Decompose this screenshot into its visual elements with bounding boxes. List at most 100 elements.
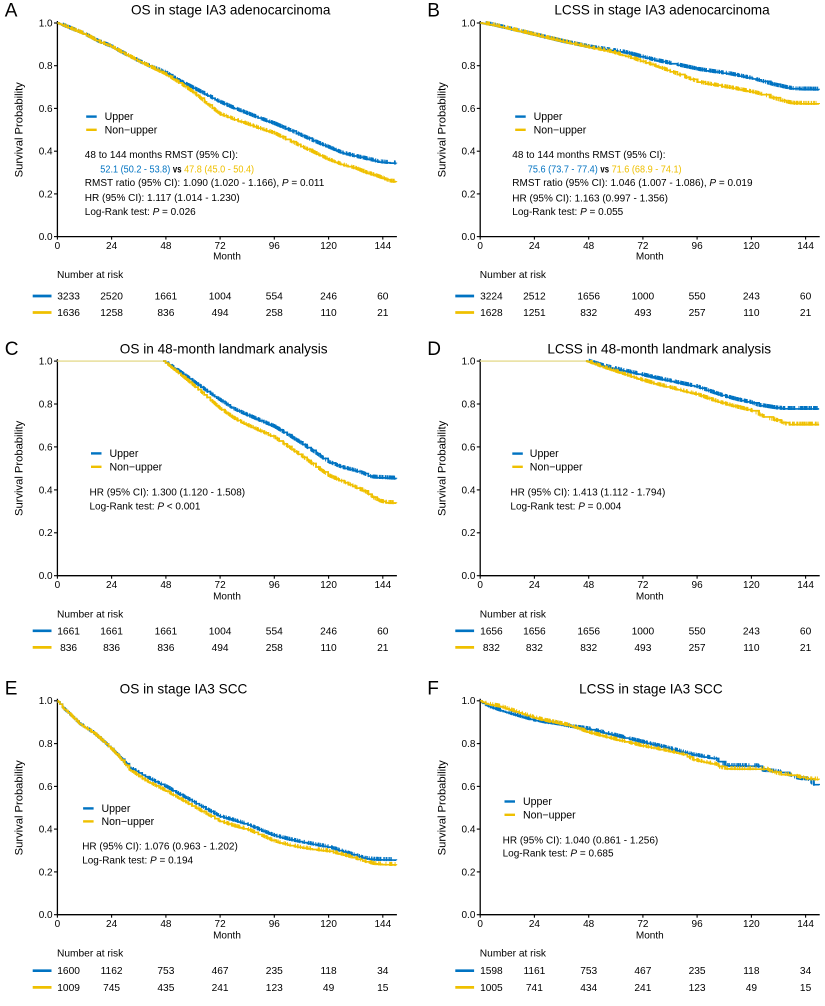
svg-text:1636: 1636	[57, 308, 80, 319]
svg-text:Month: Month	[636, 931, 664, 942]
svg-text:Survival Probability: Survival Probability	[436, 420, 448, 516]
svg-text:96: 96	[269, 580, 281, 591]
svg-text:Number at risk: Number at risk	[480, 270, 547, 281]
svg-text:HR (95% CI): 1.040 (0.861 - 1.: HR (95% CI): 1.040 (0.861 - 1.256)	[503, 836, 659, 847]
svg-text:0.4: 0.4	[461, 825, 475, 836]
svg-text:Upper: Upper	[102, 803, 131, 815]
svg-text:0.4: 0.4	[39, 485, 53, 496]
svg-text:0: 0	[477, 580, 483, 591]
svg-text:241: 241	[212, 983, 229, 994]
svg-text:0: 0	[55, 241, 61, 252]
svg-text:Non−upper: Non−upper	[534, 124, 587, 136]
svg-text:434: 434	[580, 983, 597, 994]
svg-text:832: 832	[580, 308, 597, 319]
svg-text:96: 96	[692, 580, 704, 591]
svg-text:48: 48	[160, 580, 172, 591]
svg-text:494: 494	[212, 308, 229, 319]
svg-text:753: 753	[157, 966, 174, 977]
svg-text:120: 120	[743, 919, 760, 930]
svg-text:435: 435	[157, 983, 174, 994]
svg-text:HR (95% CI): 1.413 (1.112 - 1.: HR (95% CI): 1.413 (1.112 - 1.794)	[510, 487, 665, 498]
svg-text:34: 34	[377, 966, 389, 977]
svg-text:72: 72	[637, 919, 649, 930]
svg-text:60: 60	[800, 626, 812, 637]
svg-text:0: 0	[55, 919, 61, 930]
svg-text:0.6: 0.6	[39, 442, 53, 453]
svg-text:257: 257	[689, 308, 706, 319]
svg-text:1656: 1656	[480, 626, 503, 637]
svg-text:49: 49	[323, 983, 335, 994]
svg-text:34: 34	[800, 966, 812, 977]
svg-text:0.8: 0.8	[461, 61, 475, 72]
svg-text:0.8: 0.8	[39, 399, 53, 410]
svg-text:15: 15	[377, 983, 389, 994]
svg-text:0.0: 0.0	[461, 910, 475, 921]
svg-text:Month: Month	[213, 252, 241, 263]
svg-text:72: 72	[637, 580, 649, 591]
svg-text:Survival Probability: Survival Probability	[14, 82, 26, 178]
svg-text:96: 96	[692, 919, 704, 930]
svg-text:0.2: 0.2	[461, 528, 475, 539]
svg-text:HR (95% CI): 1.076 (0.963 - 1.: HR (95% CI): 1.076 (0.963 - 1.202)	[82, 842, 238, 853]
svg-text:1258: 1258	[100, 308, 123, 319]
svg-text:1656: 1656	[523, 626, 546, 637]
svg-text:Survival Probability: Survival Probability	[14, 420, 26, 516]
svg-text:15: 15	[800, 983, 812, 994]
svg-text:1162: 1162	[101, 966, 123, 977]
svg-text:123: 123	[266, 983, 283, 994]
svg-text:1628: 1628	[480, 308, 503, 319]
svg-text:493: 493	[634, 643, 651, 654]
svg-text:144: 144	[374, 580, 391, 591]
svg-text:0: 0	[477, 919, 483, 930]
svg-text:OS in stage IA3 adenocarcinoma: OS in stage IA3 adenocarcinoma	[131, 3, 331, 18]
svg-text:110: 110	[320, 308, 337, 319]
svg-text:1661: 1661	[100, 626, 123, 637]
svg-text:48: 48	[160, 241, 172, 252]
svg-text:Upper: Upper	[523, 796, 552, 808]
svg-text:1251: 1251	[523, 308, 546, 319]
svg-text:1661: 1661	[155, 626, 178, 637]
svg-text:0.2: 0.2	[39, 528, 53, 539]
svg-text:0.0: 0.0	[461, 232, 475, 243]
svg-text:0.6: 0.6	[461, 782, 475, 793]
svg-text:1.0: 1.0	[39, 357, 53, 368]
svg-text:0.8: 0.8	[39, 739, 53, 750]
svg-text:0.2: 0.2	[461, 867, 475, 878]
svg-text:48: 48	[583, 919, 595, 930]
svg-text:144: 144	[797, 241, 814, 252]
svg-text:49: 49	[746, 983, 758, 994]
svg-text:Survival Probability: Survival Probability	[436, 82, 448, 178]
svg-text:118: 118	[743, 966, 760, 977]
svg-text:1004: 1004	[209, 626, 232, 637]
svg-text:494: 494	[212, 643, 229, 654]
svg-text:24: 24	[529, 241, 541, 252]
svg-text:0.6: 0.6	[461, 442, 475, 453]
svg-text:1.0: 1.0	[461, 18, 475, 29]
svg-text:Non−upper: Non−upper	[110, 461, 163, 473]
svg-text:745: 745	[103, 983, 120, 994]
svg-text:72: 72	[637, 241, 649, 252]
svg-text:123: 123	[689, 983, 706, 994]
svg-text:1000: 1000	[632, 292, 655, 303]
svg-text:550: 550	[689, 626, 706, 637]
svg-text:Upper: Upper	[105, 111, 134, 123]
svg-text:LCSS in stage IA3 SCC: LCSS in stage IA3 SCC	[579, 681, 723, 696]
svg-text:0.8: 0.8	[461, 399, 475, 410]
svg-text:OS in 48-month landmark analys: OS in 48-month landmark analysis	[120, 341, 328, 356]
svg-text:118: 118	[320, 966, 337, 977]
svg-text:A: A	[5, 1, 18, 22]
svg-text:Month: Month	[636, 592, 664, 603]
svg-text:1598: 1598	[480, 966, 503, 977]
svg-text:0.2: 0.2	[461, 189, 475, 200]
svg-text:Non−upper: Non−upper	[530, 461, 583, 473]
svg-text:110: 110	[743, 308, 760, 319]
svg-text:0.6: 0.6	[39, 104, 53, 115]
svg-text:0.0: 0.0	[39, 571, 53, 582]
svg-text:836: 836	[60, 643, 77, 654]
svg-text:1.0: 1.0	[461, 696, 475, 707]
svg-text:0.4: 0.4	[461, 485, 475, 496]
svg-text:832: 832	[526, 643, 543, 654]
svg-text:246: 246	[320, 626, 337, 637]
